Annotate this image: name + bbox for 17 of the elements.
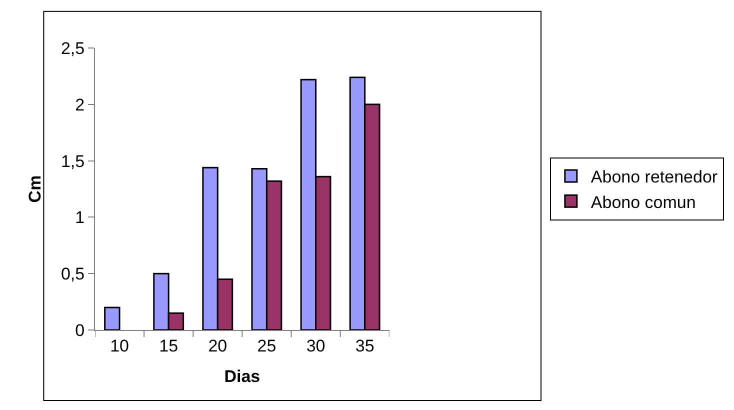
- y-tick-label: 2,5: [60, 38, 85, 58]
- y-tick-label: 0: [75, 320, 85, 340]
- y-tick-label: 1,5: [60, 152, 85, 171]
- x-axis-title: Dias: [224, 366, 260, 386]
- y-tick-label: 1: [75, 208, 85, 228]
- legend-label: Abono comun: [590, 192, 696, 212]
- y-axis-title: Cm: [26, 175, 45, 203]
- bar: [104, 306, 120, 330]
- x-tick-label: 15: [159, 336, 178, 356]
- x-tick-label: 30: [306, 336, 326, 356]
- x-tick-label: 20: [208, 336, 228, 356]
- y-tick-label: 2: [75, 95, 85, 114]
- legend-label: Abono retenedor: [590, 168, 718, 187]
- y-tick-label: 0,5: [60, 264, 85, 284]
- x-tick-label: 10: [110, 336, 129, 356]
- x-tick-label: 35: [355, 336, 374, 356]
- x-tick-label: 25: [257, 336, 276, 356]
